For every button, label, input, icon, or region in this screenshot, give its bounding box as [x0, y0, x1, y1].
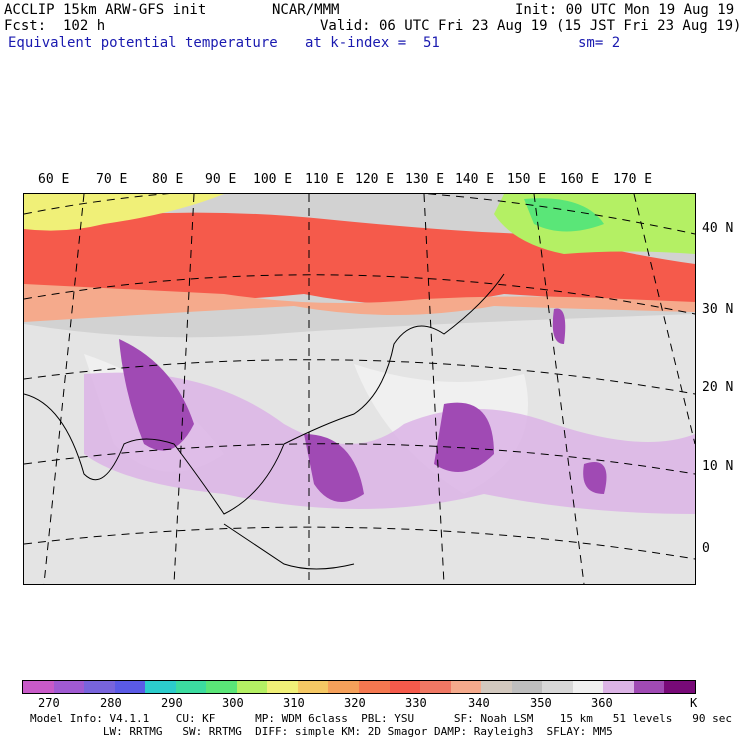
colorbar-label: 280 — [100, 696, 122, 710]
theta-e-map[interactable] — [23, 193, 696, 585]
colorbar-swatch — [23, 681, 54, 693]
warm-belt-edge — [24, 284, 695, 322]
colorbar-swatch — [53, 681, 85, 693]
colorbar-swatch — [542, 681, 573, 693]
lon-label: 120 E — [355, 172, 395, 187]
lon-label: 170 E — [613, 172, 653, 187]
coastline-south — [223, 523, 355, 570]
moist-region — [84, 372, 695, 514]
forecast-hour: Fcst: 102 h — [4, 18, 106, 34]
lat-label: 30 N — [702, 302, 734, 317]
model-info-line1: Model Info: V4.1.1 CU: KF MP: WDM 6class… — [30, 712, 732, 725]
colorbar — [22, 680, 696, 694]
moist-core-pacific — [552, 308, 566, 344]
colorbar-swatch — [359, 681, 390, 693]
init-time: Init: 00 UTC Mon 19 Aug 19 — [515, 2, 735, 18]
lat-label: 0 — [702, 541, 710, 556]
colorbar-swatch — [145, 681, 176, 693]
valid-time: Valid: 06 UTC Fri 23 Aug 19 (15 JST Fri … — [320, 18, 740, 34]
colorbar-swatch — [328, 681, 360, 693]
model-title: ACCLIP 15km ARW-GFS init — [4, 2, 207, 18]
colorbar-label: 300 — [222, 696, 244, 710]
lat-label: 10 N — [702, 459, 734, 474]
colorbar-label: 270 — [38, 696, 60, 710]
lon-label: 150 E — [507, 172, 547, 187]
cool-north-west — [24, 194, 224, 231]
colorbar-swatch — [389, 681, 421, 693]
lat-label: 40 N — [702, 221, 734, 236]
smoothing: sm= 2 — [578, 35, 621, 51]
moist-core-typhoon — [434, 402, 494, 472]
colorbar-swatch — [633, 681, 665, 693]
colorbar-label: 320 — [344, 696, 366, 710]
lon-label: 140 E — [455, 172, 495, 187]
graticule — [24, 194, 695, 584]
moist-core-indochina — [304, 434, 364, 502]
colorbar-swatch — [84, 681, 115, 693]
colorbar-swatch — [236, 681, 268, 693]
lon-label: 90 E — [205, 172, 237, 187]
colorbar-label: 350 — [530, 696, 552, 710]
colorbar-label: 330 — [405, 696, 427, 710]
colorbar-swatch — [206, 681, 237, 693]
field-name: Equivalent potential temperature — [8, 35, 278, 51]
colorbar-label: 310 — [283, 696, 305, 710]
colorbar-swatch — [420, 681, 451, 693]
colorbar-label: 340 — [468, 696, 490, 710]
colorbar-swatch — [481, 681, 512, 693]
colorbar-swatch — [267, 681, 298, 693]
lon-label: 100 E — [253, 172, 293, 187]
lon-label: 110 E — [305, 172, 345, 187]
colorbar-swatch — [664, 681, 696, 693]
colorbar-label: 290 — [161, 696, 183, 710]
colorbar-swatch — [511, 681, 543, 693]
map-canvas — [24, 194, 695, 584]
colorbar-swatch — [603, 681, 634, 693]
colorbar-unit: K — [690, 696, 698, 710]
lon-label: 80 E — [152, 172, 184, 187]
level-index: at k-index = 51 — [305, 35, 440, 51]
colorbar-swatch — [450, 681, 482, 693]
organization: NCAR/MMM — [272, 2, 340, 18]
lat-label: 20 N — [702, 380, 734, 395]
colorbar-swatch — [175, 681, 207, 693]
colorbar-swatch — [114, 681, 146, 693]
lon-label: 70 E — [96, 172, 128, 187]
colorbar-swatch — [297, 681, 329, 693]
colorbar-swatch — [572, 681, 604, 693]
model-info-line2: LW: RRTMG SW: RRTMG DIFF: simple KM: 2D … — [30, 725, 613, 738]
moist-core-east — [583, 462, 607, 494]
lon-label: 160 E — [560, 172, 600, 187]
lon-label: 130 E — [405, 172, 445, 187]
colorbar-label: 360 — [591, 696, 613, 710]
lon-label: 60 E — [38, 172, 70, 187]
coastline — [24, 273, 505, 515]
